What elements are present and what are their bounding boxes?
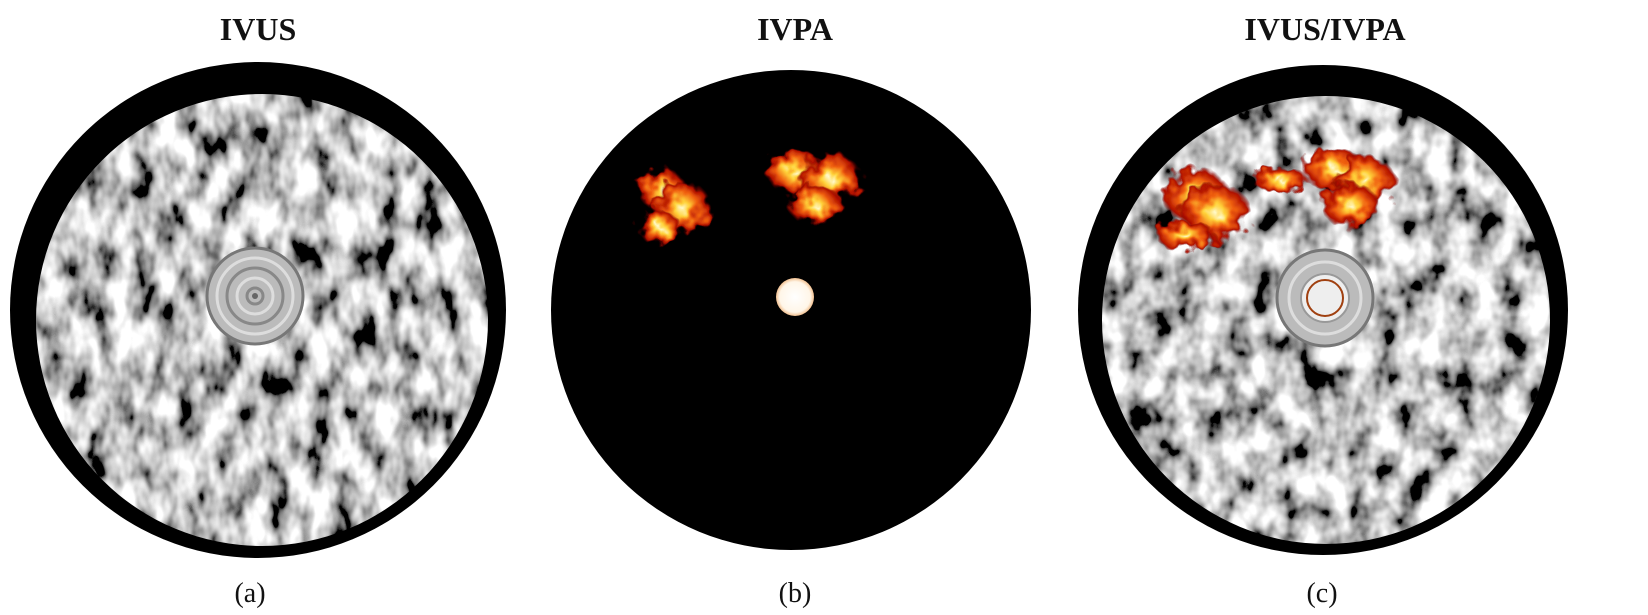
panel-title: IVUS/IVPA <box>1244 11 1405 47</box>
panel-caption: (c) <box>1306 578 1337 609</box>
panel-title: IVUS <box>220 11 296 47</box>
panel-caption: (b) <box>779 578 812 609</box>
panel-caption: (a) <box>234 578 265 609</box>
panel-ivus: IVUS (a) <box>10 11 506 609</box>
page: IVUS (a) IVPA (b) IVUS/IVPA <box>0 0 1648 615</box>
catheter-signal <box>776 278 814 316</box>
panel-overlay: IVUS/IVPA (c) <box>1078 11 1568 609</box>
figure: IVUS (a) IVPA (b) IVUS/IVPA <box>0 0 1648 615</box>
panel-ivpa: IVPA (b) <box>551 11 1031 609</box>
panel-title: IVPA <box>757 11 833 47</box>
catheter-rings <box>1277 250 1373 346</box>
catheter-rings <box>207 248 303 344</box>
